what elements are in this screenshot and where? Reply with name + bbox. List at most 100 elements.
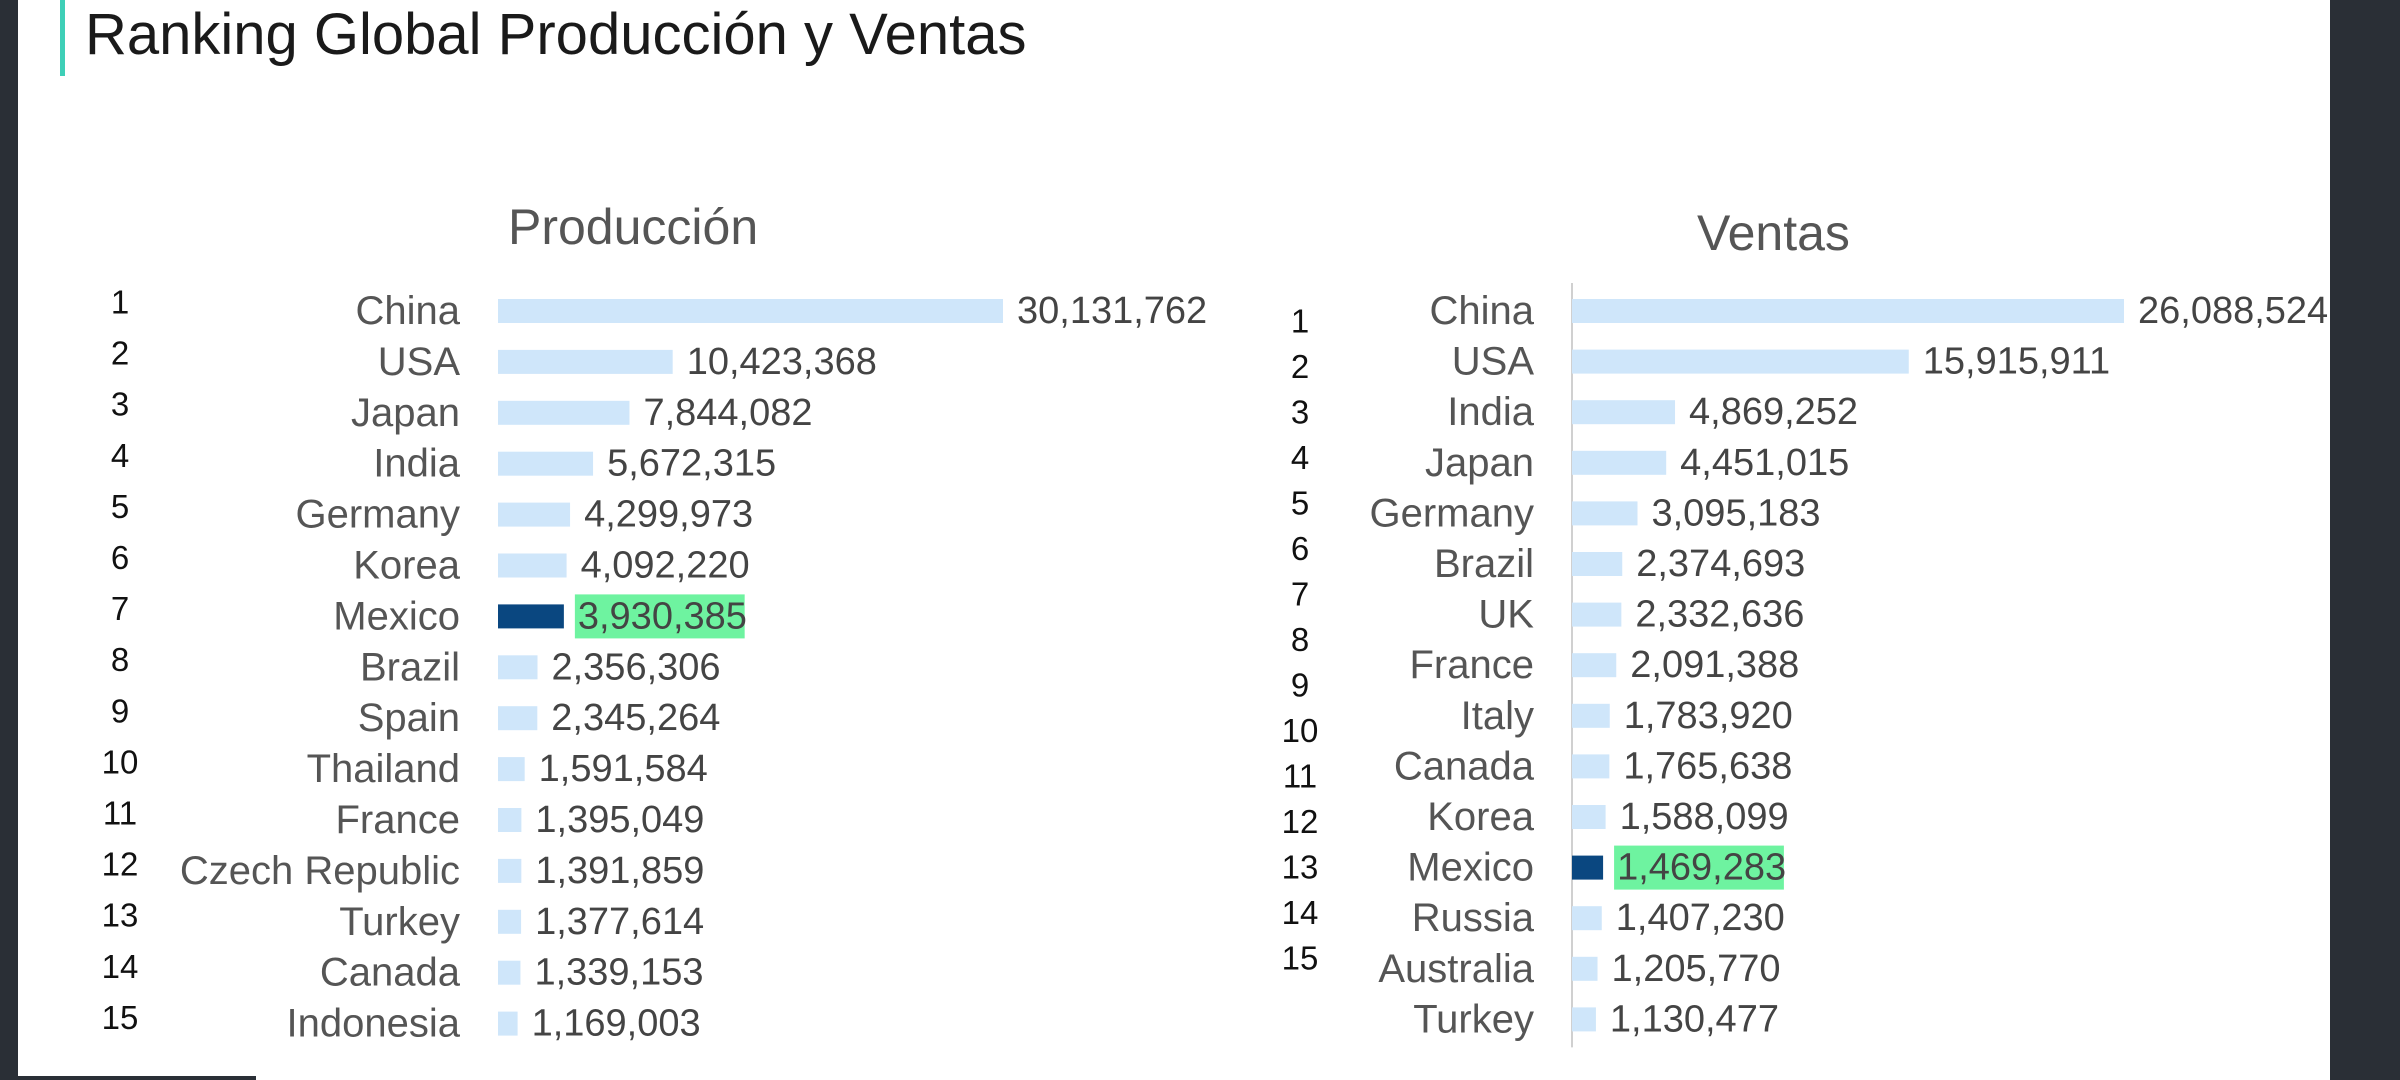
- ventas-category-label-italy: Italy: [1461, 694, 1534, 738]
- prod-value-label-brazil: 2,356,306: [551, 646, 720, 688]
- prod-rank-label: 8: [111, 641, 129, 678]
- ventas-bar-india: [1572, 400, 1676, 425]
- prod-category-label-france: France: [336, 798, 461, 842]
- ventas-value-label-india: 4,869,252: [1689, 391, 1858, 433]
- ventas-rank-label: 12: [1282, 803, 1319, 840]
- prod-category-label-usa: USA: [378, 340, 461, 384]
- ventas-category-label-usa: USA: [1452, 340, 1535, 384]
- ventas-highlight-label-bg: [1614, 845, 1784, 890]
- ventas-rank-label: 13: [1282, 849, 1319, 886]
- chart-produccion: 1 China 30,131,762 2 USA 10,423,368 3 Japan 7,84…: [102, 284, 1208, 1046]
- prod-value-label-indonesia: 1,169,003: [532, 1003, 701, 1045]
- prod-value-label-spain: 2,345,264: [551, 697, 720, 739]
- ventas-bar-brazil: [1572, 552, 1623, 576]
- prod-category-label-korea: Korea: [353, 544, 460, 588]
- prod-category-label-turkey: Turkey: [339, 900, 460, 944]
- ventas-bar-russia: [1572, 906, 1602, 931]
- ventas-bar-uk: [1572, 602, 1622, 627]
- prod-rank-label: 6: [111, 539, 129, 576]
- prod-bar-mexico: [498, 604, 564, 629]
- slide: Ranking Global Producción y Ventas Produ…: [18, 0, 2330, 1080]
- ventas-category-label-uk: UK: [1478, 593, 1534, 637]
- prod-value-label-usa: 10,423,368: [687, 341, 877, 383]
- prod-rank-label: 15: [102, 999, 139, 1036]
- ventas-category-label-turkey: Turkey: [1413, 997, 1534, 1041]
- prod-value-label-czech-republic: 1,391,859: [535, 850, 704, 892]
- prod-bar-france: [498, 808, 522, 832]
- ventas-value-label-brazil: 2,374,693: [1636, 543, 1805, 585]
- ventas-value-label-france: 2,091,388: [1630, 644, 1799, 686]
- ventas-value-label-uk: 2,332,636: [1635, 594, 1804, 636]
- prod-bar-spain: [498, 706, 538, 731]
- ventas-value-label-italy: 1,783,920: [1624, 695, 1793, 737]
- prod-category-label-brazil: Brazil: [360, 645, 460, 689]
- prod-highlight-label-bg: [574, 594, 745, 639]
- ventas-category-label-germany: Germany: [1370, 491, 1535, 535]
- ventas-bar-turkey: [1572, 1007, 1596, 1032]
- ventas-category-label-russia: Russia: [1412, 896, 1535, 940]
- ventas-value-label-mexico: 1,469,283: [1617, 847, 1786, 889]
- prod-rank-label: 2: [111, 335, 129, 372]
- prod-value-label-korea: 4,092,220: [581, 545, 750, 587]
- prod-category-label-canada: Canada: [320, 951, 461, 995]
- ventas-bar-france: [1572, 653, 1617, 678]
- prod-bar-turkey: [498, 909, 522, 934]
- prod-category-label-japan: Japan: [351, 391, 460, 435]
- prod-category-label-mexico: Mexico: [333, 594, 460, 638]
- ventas-rank-label: 15: [1282, 940, 1319, 977]
- prod-bar-germany: [498, 502, 571, 527]
- ventas-category-label-mexico: Mexico: [1407, 846, 1534, 890]
- prod-bar-indonesia: [498, 1011, 518, 1036]
- prod-rank-label: 9: [111, 692, 129, 729]
- ventas-value-label-canada: 1,765,638: [1623, 745, 1792, 787]
- prod-bar-korea: [498, 553, 567, 578]
- ventas-rank-label: 7: [1291, 576, 1309, 613]
- prod-value-label-france: 1,395,049: [535, 799, 704, 841]
- prod-rank-label: 10: [102, 743, 139, 780]
- ventas-value-label-korea: 1,588,099: [1620, 796, 1789, 838]
- prod-category-label-china: China: [355, 289, 460, 333]
- ventas-bar-china: [1572, 299, 2124, 323]
- ventas-value-label-usa: 15,915,911: [1923, 341, 2110, 383]
- chart-title-ventas: Ventas: [1697, 205, 1850, 261]
- title-accent-bar: [60, 0, 65, 76]
- prod-value-label-india: 5,672,315: [607, 443, 776, 485]
- ventas-bar-japan: [1572, 450, 1667, 475]
- prod-bar-japan: [498, 400, 630, 425]
- prod-value-label-mexico: 3,930,385: [578, 595, 747, 637]
- prod-value-label-china: 30,131,762: [1017, 290, 1207, 332]
- ventas-value-label-turkey: 1,130,477: [1610, 998, 1779, 1040]
- ventas-category-label-canada: Canada: [1394, 744, 1535, 788]
- ventas-category-label-australia: Australia: [1378, 947, 1534, 991]
- prod-rank-label: 14: [102, 948, 139, 985]
- ventas-value-label-australia: 1,205,770: [1612, 948, 1781, 990]
- ventas-category-label-korea: Korea: [1427, 795, 1534, 839]
- prod-value-label-turkey: 1,377,614: [535, 901, 704, 943]
- prod-rank-label: 1: [111, 284, 129, 321]
- ventas-rank-label: 2: [1291, 348, 1309, 385]
- divider: [18, 1076, 256, 1080]
- prod-value-label-germany: 4,299,973: [584, 494, 753, 536]
- prod-bar-canada: [498, 960, 521, 985]
- prod-bar-china: [498, 299, 1003, 323]
- ventas-rank-label: 1: [1291, 303, 1309, 340]
- ventas-rank-label: 5: [1291, 485, 1309, 522]
- prod-category-label-spain: Spain: [358, 696, 460, 740]
- ventas-category-label-japan: Japan: [1425, 441, 1534, 485]
- ventas-value-label-russia: 1,407,230: [1616, 897, 1785, 939]
- ventas-rank-label: 14: [1282, 894, 1319, 931]
- ventas-rank-label: 9: [1291, 667, 1309, 704]
- prod-rank-label: 12: [102, 846, 139, 883]
- ventas-rank-label: 4: [1291, 439, 1309, 476]
- ventas-category-label-china: China: [1429, 289, 1534, 333]
- prod-bar-thailand: [498, 757, 525, 782]
- prod-category-label-indonesia: Indonesia: [287, 1002, 461, 1046]
- chart-ventas: 1 China 26,088,524 2 USA 15,915,911 3 India 4,86…: [1282, 283, 2328, 1048]
- prod-rank-label: 11: [103, 795, 137, 832]
- ventas-rank-label: 3: [1291, 394, 1309, 431]
- ventas-rank-label: 6: [1291, 530, 1309, 567]
- prod-bar-czech-republic: [498, 858, 522, 883]
- prod-rank-label: 3: [111, 386, 129, 423]
- ventas-bar-italy: [1572, 703, 1610, 728]
- ventas-value-label-china: 26,088,524: [2138, 290, 2328, 332]
